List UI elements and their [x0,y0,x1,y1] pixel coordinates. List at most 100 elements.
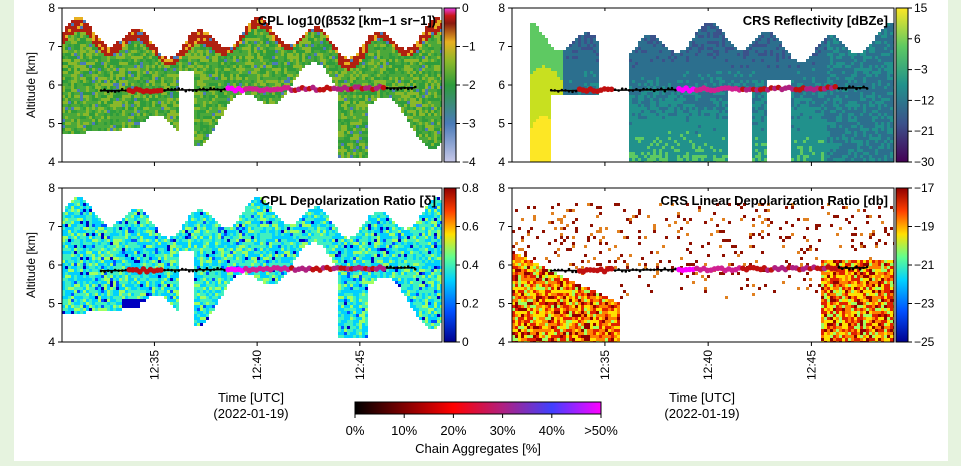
heatmap-cell [338,116,341,119]
heatmap-cell [365,62,368,65]
heatmap-cell [572,41,575,44]
heatmap-cell [410,74,413,77]
heatmap-cell [650,104,653,107]
heatmap-cell [566,83,569,86]
heatmap-cell [596,68,599,71]
heatmap-cell [404,95,407,98]
heatmap-cell [629,110,632,113]
heatmap-cell [425,98,428,101]
heatmap-cell [419,86,422,89]
heatmap-cell [77,56,80,59]
heatmap-cell [113,59,116,62]
heatmap-cell [533,41,536,44]
heatmap-cell [575,83,578,86]
heatmap-cell [380,32,383,35]
heatmap-cell [434,125,437,128]
heatmap-cell [644,110,647,113]
heatmap-cell [281,68,284,71]
heatmap-cell [581,71,584,74]
heatmap-cell [131,98,134,101]
heatmap-cell [86,83,89,86]
heatmap-cell [665,95,668,98]
heatmap-cell [176,128,179,131]
heatmap-cell [305,59,308,62]
heatmap-cell [341,155,344,158]
heatmap-cell [647,53,650,56]
heatmap-cell [77,65,80,68]
heatmap-cell [548,140,551,143]
heatmap-cell [335,77,338,80]
heatmap-cell [164,107,167,110]
heatmap-cell [677,155,680,158]
heatmap-cell [347,128,350,131]
heatmap-cell [389,53,392,56]
heatmap-cell [587,83,590,86]
heatmap-cell [398,74,401,77]
heatmap-cell [125,59,128,62]
heatmap-cell [431,98,434,101]
heatmap-cell [428,128,431,131]
heatmap-cell [197,131,200,134]
heatmap-cell [116,128,119,131]
heatmap-cell [590,41,593,44]
heatmap-cell [632,74,635,77]
heatmap-cell [77,59,80,62]
heatmap-cell [149,107,152,110]
heatmap-cell [551,77,554,80]
heatmap-cell [323,32,326,35]
heatmap-cell [206,80,209,83]
heatmap-cell [257,59,260,62]
heatmap-cell [539,77,542,80]
heatmap-cell [542,59,545,62]
heatmap-cell [143,32,146,35]
heatmap-cell [215,50,218,53]
heatmap-cell [680,116,683,119]
heatmap-cell [278,38,281,41]
heatmap-cell [212,62,215,65]
heatmap-cell [578,50,581,53]
heatmap-cell [542,134,545,137]
heatmap-cell [644,95,647,98]
heatmap-cell [158,59,161,62]
heatmap-cell [125,107,128,110]
heatmap-cell [380,47,383,50]
heatmap-cell [638,155,641,158]
heatmap-cell [260,38,263,41]
heatmap-cell [128,35,131,38]
heatmap-cell [650,53,653,56]
heatmap-cell [362,107,365,110]
heatmap-cell [374,35,377,38]
heatmap-cell [692,134,695,137]
heatmap-cell [668,92,671,95]
heatmap-cell [269,83,272,86]
heatmap-cell [632,146,635,149]
heatmap-cell [341,98,344,101]
heatmap-cell [338,59,341,62]
heatmap-cell [104,56,107,59]
heatmap-cell [647,146,650,149]
heatmap-cell [239,38,242,41]
heatmap-cell [152,74,155,77]
heatmap-cell [92,98,95,101]
heatmap-cell [110,98,113,101]
heatmap-cell [134,104,137,107]
heatmap-cell [68,86,71,89]
heatmap-cell [80,77,83,80]
heatmap-cell [674,131,677,134]
heatmap-cell [134,119,137,122]
heatmap-cell [668,122,671,125]
heatmap-cell [572,86,575,89]
heatmap-cell [266,47,269,50]
heatmap-cell [200,29,203,32]
heatmap-cell [341,149,344,152]
heatmap-cell [83,50,86,53]
heatmap-cell [407,68,410,71]
heatmap-cell [203,50,206,53]
chain-aggregate-marker [206,89,209,92]
heatmap-cell [359,128,362,131]
heatmap-cell [353,104,356,107]
chain-aggregate-marker [195,89,198,92]
heatmap-cell [389,41,392,44]
heatmap-cell [350,95,353,98]
heatmap-cell [548,137,551,140]
